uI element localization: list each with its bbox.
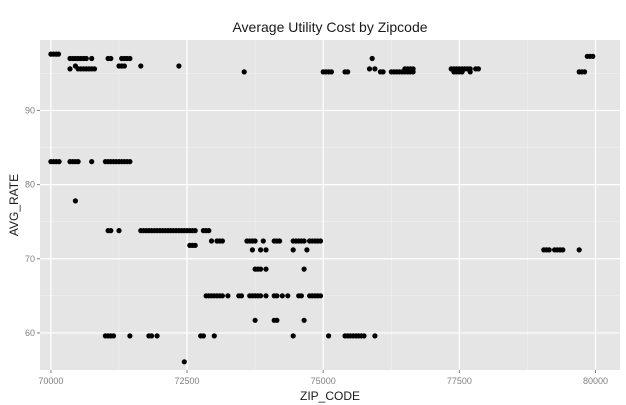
x-axis-title: ZIP_CODE [300, 389, 360, 403]
data-point [459, 69, 465, 75]
data-point [361, 333, 367, 339]
data-point [138, 63, 144, 69]
data-point [206, 228, 212, 234]
data-point [108, 55, 114, 62]
x-tick-label: 75000 [311, 376, 336, 386]
data-point [110, 333, 117, 339]
data-point [410, 66, 416, 72]
data-point [345, 69, 351, 75]
data-point [241, 69, 247, 75]
data-point [72, 198, 78, 204]
data-point [89, 159, 95, 165]
data-point [258, 266, 264, 272]
data-point [560, 247, 566, 253]
data-point [67, 66, 73, 72]
data-point [211, 333, 217, 339]
data-point [91, 66, 98, 72]
data-point [290, 333, 296, 339]
data-point [328, 69, 334, 75]
data-point [249, 247, 255, 253]
y-axis-title: AVG_RATE [7, 174, 21, 236]
data-point [192, 242, 198, 248]
x-tick-label: 72500 [175, 376, 200, 386]
data-point [56, 159, 62, 165]
data-point [301, 317, 307, 323]
data-point [176, 63, 182, 69]
data-point [55, 51, 62, 57]
data-point [274, 317, 280, 323]
x-axis-ticks: 70000 72500 75000 77500 80000 [38, 370, 608, 386]
data-point [154, 333, 160, 339]
data-point [238, 293, 245, 299]
chart-title: Average Utility Cost by Zipcode [232, 19, 427, 35]
data-point [263, 247, 269, 253]
data-point [219, 293, 225, 299]
data-point [192, 228, 198, 234]
y-tick-label: 70 [25, 254, 35, 264]
data-point [263, 266, 269, 272]
data-point [279, 293, 285, 299]
data-point [546, 247, 552, 253]
data-point [83, 55, 89, 62]
data-point [304, 247, 310, 253]
data-point [75, 159, 81, 165]
data-point [200, 333, 206, 339]
plot-panel [40, 40, 620, 370]
y-axis-ticks: 60 70 80 90 [25, 105, 40, 338]
data-point [369, 55, 375, 62]
data-point [467, 69, 473, 75]
data-point [252, 238, 258, 244]
data-point [317, 238, 324, 244]
data-point [326, 333, 332, 339]
data-point [121, 63, 127, 69]
x-tick-label: 77500 [447, 376, 472, 386]
data-point [225, 293, 231, 299]
data-point [89, 55, 95, 62]
data-point [298, 293, 304, 299]
data-point [149, 333, 155, 339]
data-point [366, 66, 373, 72]
data-point [263, 293, 269, 299]
y-tick-label: 60 [25, 328, 35, 338]
data-point [576, 247, 582, 253]
data-point [181, 359, 187, 365]
data-point [590, 53, 596, 59]
data-point [219, 238, 225, 244]
data-point [208, 238, 215, 244]
data-point [285, 293, 291, 299]
data-point [301, 266, 307, 272]
data-point [582, 69, 588, 75]
y-tick-label: 80 [25, 180, 35, 190]
data-point [372, 333, 378, 339]
data-point [290, 247, 296, 253]
x-tick-label: 70000 [38, 376, 63, 386]
data-point [127, 55, 133, 62]
data-point [372, 66, 378, 72]
data-point [258, 293, 264, 299]
major-gridlines [40, 40, 620, 370]
data-point [301, 238, 307, 244]
data-point [127, 333, 133, 339]
data-point [277, 238, 283, 244]
data-point [116, 228, 122, 234]
minor-gridlines [40, 40, 620, 370]
data-point [108, 228, 114, 234]
data-point [317, 293, 324, 299]
data-points [48, 51, 596, 365]
data-point [380, 69, 386, 75]
data-point [252, 317, 258, 323]
data-point [127, 159, 133, 165]
data-point [274, 293, 280, 299]
x-tick-label: 80000 [583, 376, 608, 386]
data-point [475, 66, 481, 72]
data-point [260, 238, 266, 244]
y-tick-label: 90 [25, 105, 35, 115]
data-point [258, 247, 264, 253]
